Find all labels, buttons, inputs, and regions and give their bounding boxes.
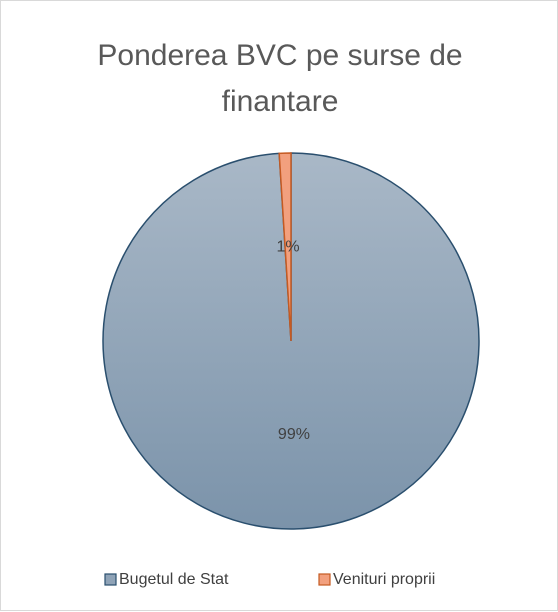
legend-swatch: [318, 573, 331, 586]
legend-label: Bugetul de Stat: [119, 571, 229, 588]
chart-title: Ponderea BVC pe surse de finantare: [97, 39, 463, 118]
data-label: 1%: [276, 238, 299, 255]
pie-slice: [278, 152, 292, 342]
data-label: 99%: [278, 426, 310, 443]
legend-label: Venituri proprii: [333, 571, 435, 588]
legend-swatch: [104, 573, 117, 586]
